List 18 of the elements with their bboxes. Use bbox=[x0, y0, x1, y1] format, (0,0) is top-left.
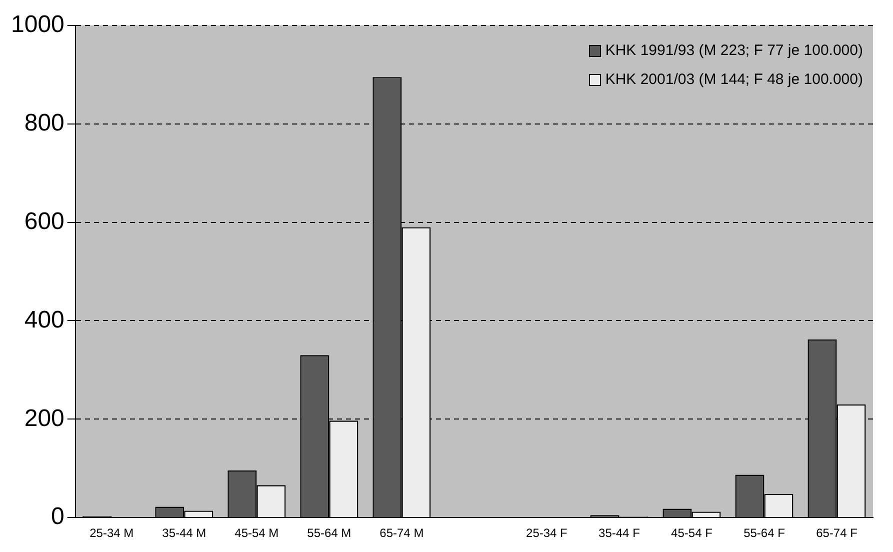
legend-label: KHK 1991/93 (M 223; F 77 je 100.000) bbox=[605, 42, 863, 59]
x-tick-label: 45-54 M bbox=[234, 526, 279, 540]
x-tick-label: 65-74 M bbox=[380, 526, 424, 540]
y-tick-label: 600 bbox=[24, 208, 64, 235]
y-tick-label: 400 bbox=[24, 306, 64, 334]
x-tick-label: 65-74 F bbox=[816, 526, 858, 540]
x-tick-label: 25-34 M bbox=[90, 526, 134, 540]
x-tick-label: 55-64 M bbox=[307, 526, 352, 540]
x-tick-label: 35-44 F bbox=[598, 526, 640, 540]
y-tick-label: 200 bbox=[24, 404, 64, 432]
y-tick-label: 800 bbox=[24, 109, 64, 136]
y-tick-label: 1000 bbox=[11, 11, 64, 38]
x-tick-label: 35-44 M bbox=[162, 526, 206, 540]
legend-label: KHK 2001/03 (M 144; F 48 je 100.000) bbox=[605, 71, 863, 88]
x-tick-label: 45-54 F bbox=[671, 526, 712, 540]
y-tick-label: 0 bbox=[51, 503, 64, 530]
x-tick-label: 55-64 F bbox=[744, 526, 785, 540]
x-tick-label: 25-34 F bbox=[526, 526, 568, 540]
